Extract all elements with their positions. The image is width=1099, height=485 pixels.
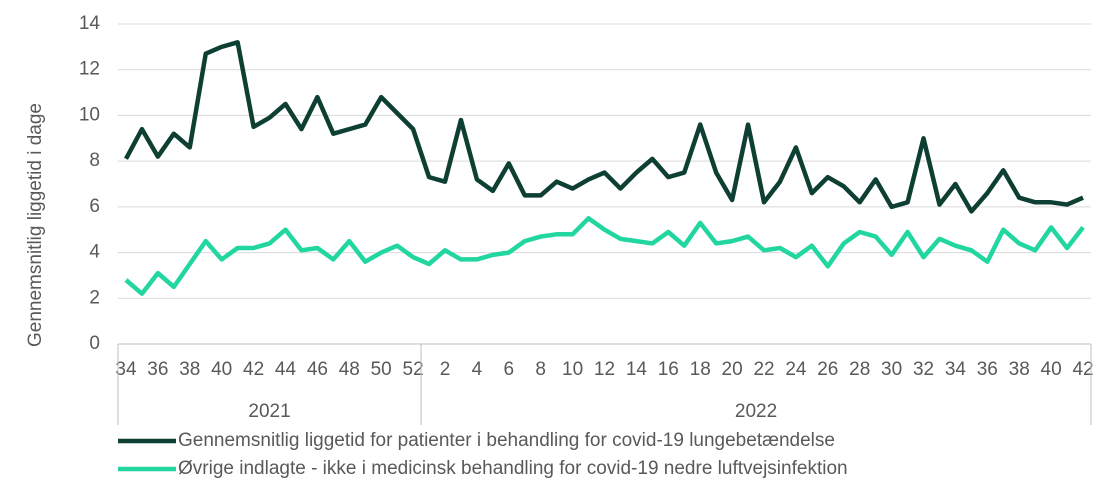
x-tick-label: 38 (179, 359, 200, 380)
x-tick-label: 26 (817, 359, 838, 380)
x-tick-label: 38 (1009, 359, 1030, 380)
x-tick-label: 48 (339, 359, 360, 380)
group-label: 2021 (248, 401, 290, 422)
x-tick-label: 32 (913, 359, 934, 380)
y-tick-label: 6 (89, 196, 100, 217)
x-tick-label: 42 (1072, 359, 1093, 380)
x-tick-label: 40 (211, 359, 232, 380)
y-axis-title: Gennemsnitlig liggetid i dage (25, 103, 46, 347)
y-tick-label: 12 (79, 59, 100, 80)
y-tick-label: 0 (89, 333, 100, 354)
x-tick-label: 44 (275, 359, 297, 380)
x-tick-label: 30 (881, 359, 902, 380)
x-tick-label: 2 (440, 359, 451, 380)
x-tick-label: 8 (535, 359, 546, 380)
x-tick-label: 46 (307, 359, 328, 380)
x-tick-label: 10 (562, 359, 583, 380)
legend-label: Øvrige indlagte - ikke i medicinsk behan… (178, 458, 848, 479)
y-tick-label: 14 (79, 13, 101, 34)
x-tick-label: 50 (371, 359, 392, 380)
x-tick-label: 6 (504, 359, 515, 380)
x-tick-label: 16 (658, 359, 679, 380)
data-line (124, 216, 1085, 296)
x-tick-label: 40 (1041, 359, 1062, 380)
x-tick-label: 34 (945, 359, 967, 380)
x-tick-label: 22 (753, 359, 774, 380)
x-tick-label: 28 (849, 359, 870, 380)
x-tick-label: 12 (594, 359, 615, 380)
data-line (123, 40, 1084, 214)
x-tick-label: 36 (147, 359, 168, 380)
x-tick-label: 20 (722, 359, 743, 380)
x-tick-label: 4 (472, 359, 483, 380)
y-tick-label: 2 (89, 287, 100, 308)
x-tick-label: 24 (785, 359, 807, 380)
legend-label: Gennemsnitlig liggetid for patienter i b… (178, 430, 835, 451)
x-tick-label: 36 (977, 359, 998, 380)
x-tick-label: 52 (403, 359, 424, 380)
y-tick-label: 8 (89, 150, 100, 171)
x-tick-label: 18 (690, 359, 711, 380)
y-tick-label: 10 (79, 104, 100, 125)
y-tick-label: 4 (89, 242, 100, 263)
x-tick-label: 42 (243, 359, 264, 380)
group-label: 2022 (735, 401, 777, 422)
x-tick-label: 34 (115, 359, 137, 380)
x-tick-label: 14 (626, 359, 648, 380)
